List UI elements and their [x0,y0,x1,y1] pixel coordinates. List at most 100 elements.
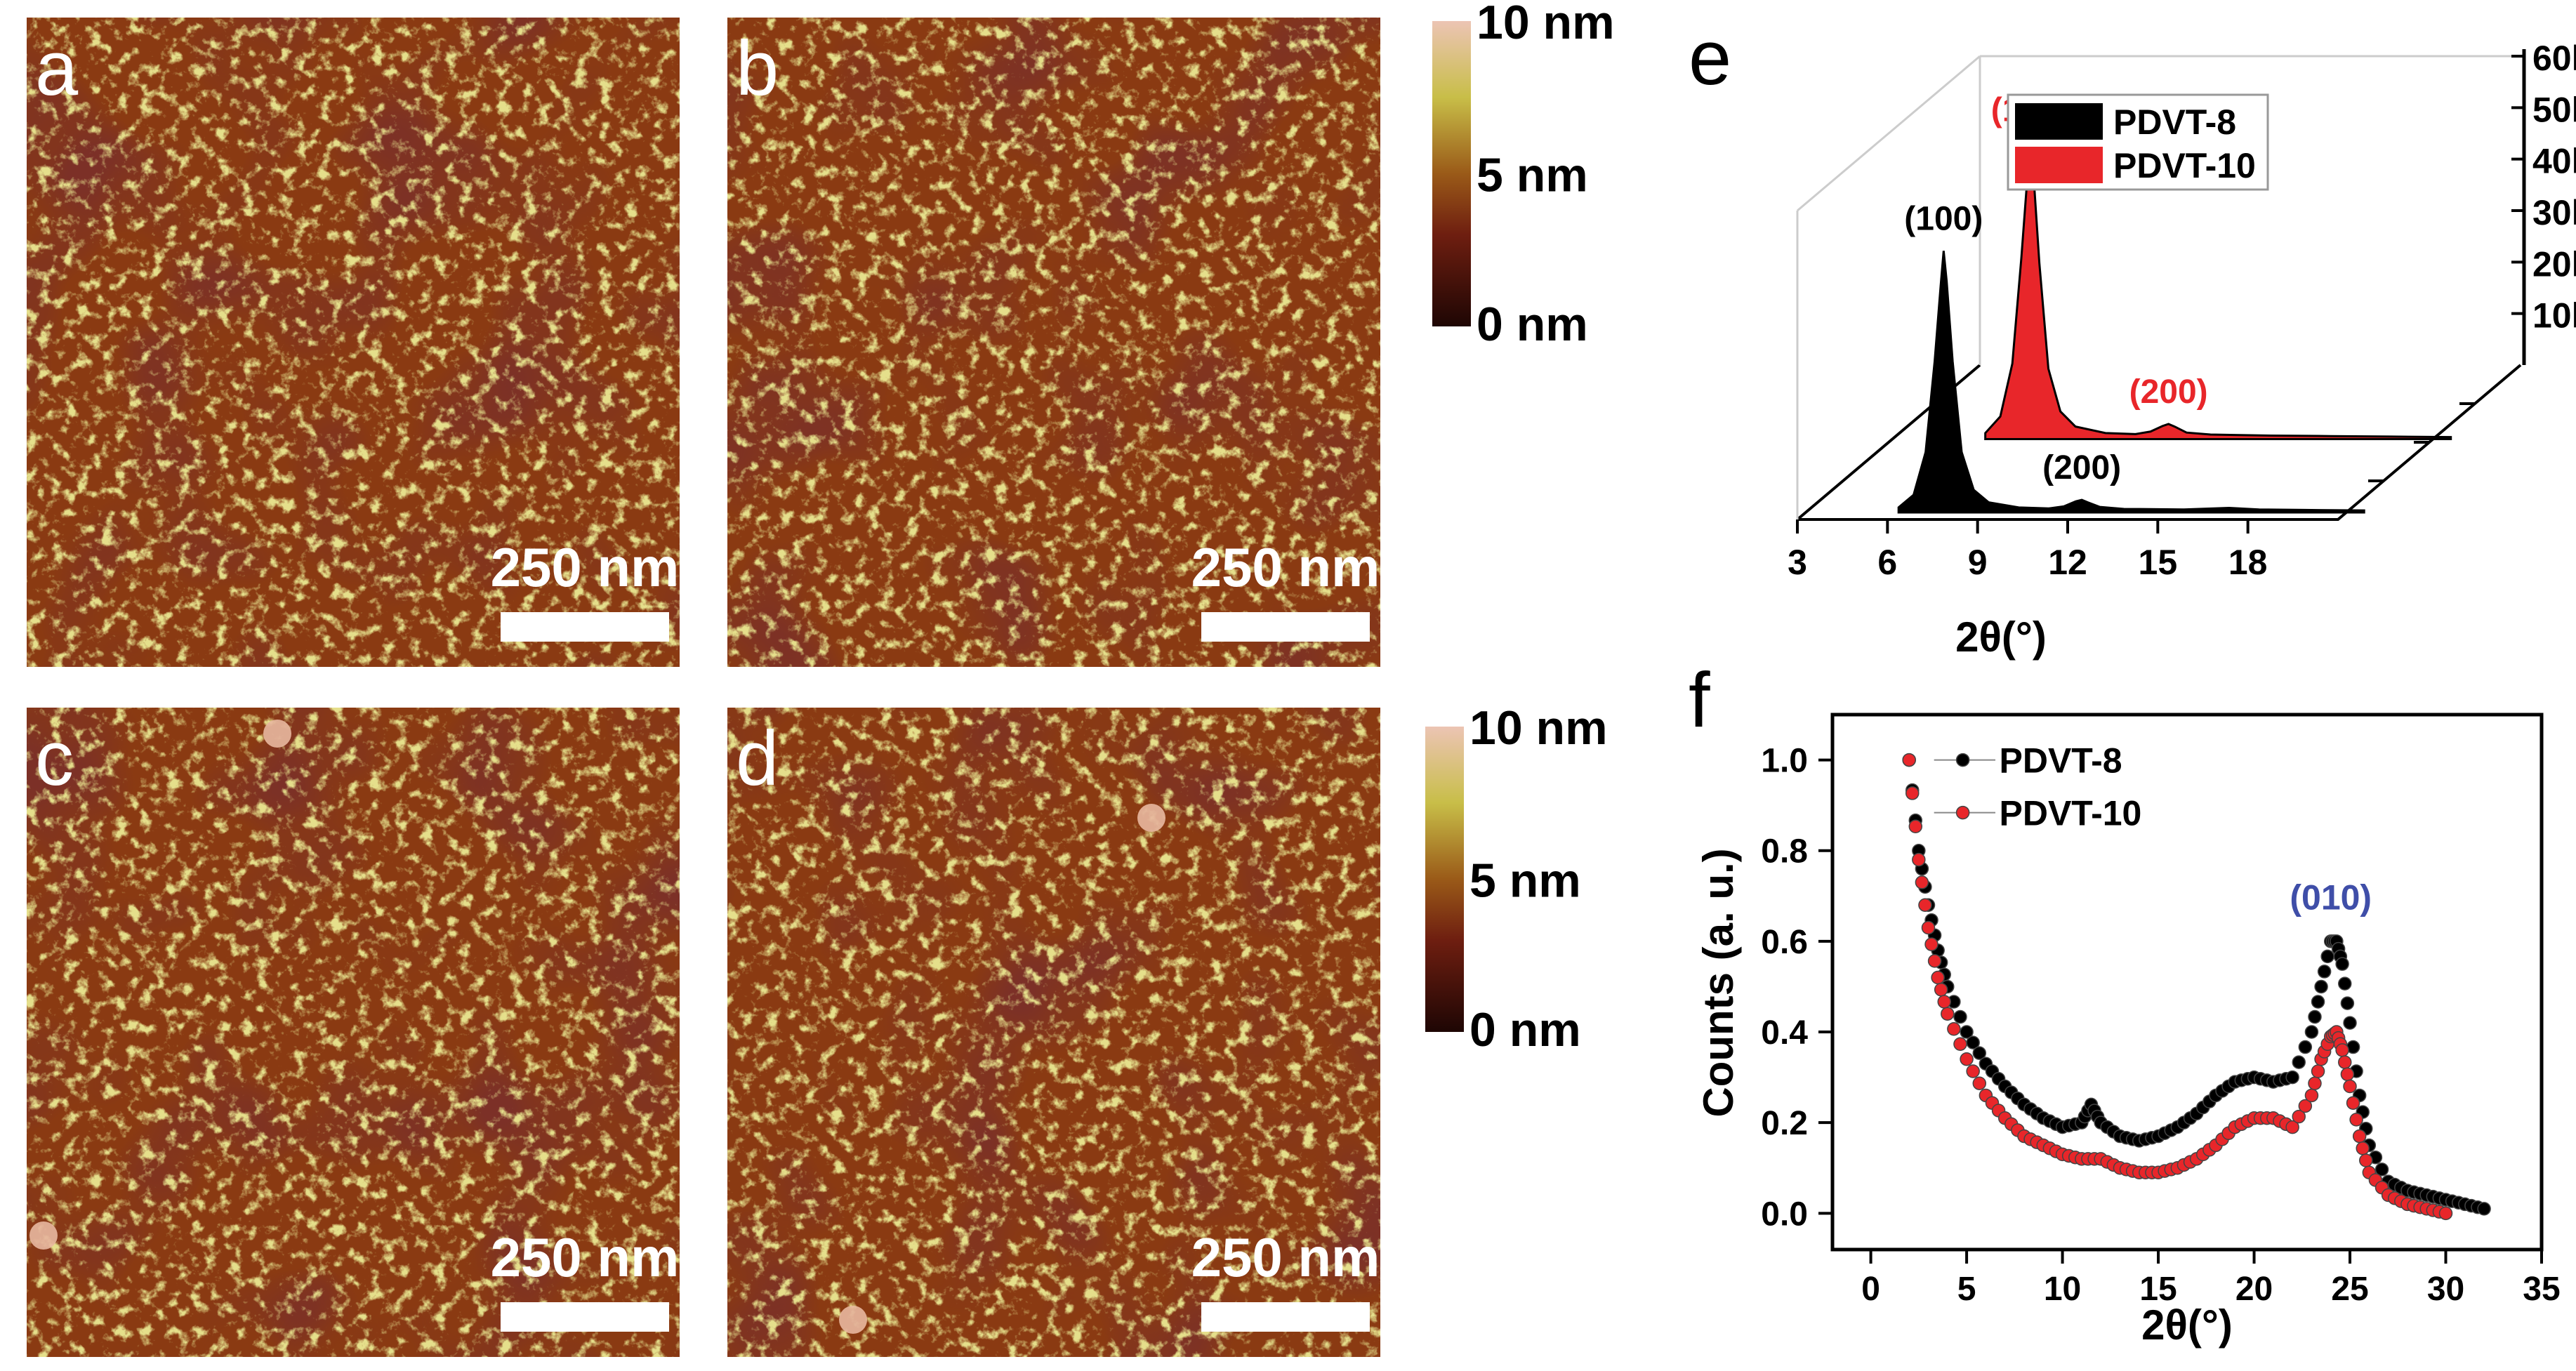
panel-e-legend-label: PDVT-8 [2113,102,2236,142]
afm-panel-c: c 250 nm [27,708,680,1357]
afm-scale-bar [1201,1302,1370,1332]
panel-f-series-PDVT-8 [1902,753,2491,1216]
panel-e-z-tick-label: 10k [2532,296,2576,336]
panel-f-data-point [1953,1037,1967,1052]
panel-f-data-point [2304,1088,2319,1103]
panel-f-y-tick-label: 0.4 [1761,1014,1808,1052]
panel-f-data-point [2308,1076,2322,1090]
panel-f-x-tick-label: 15 [2139,1271,2177,1308]
panel-letter-e: e [1689,15,1731,101]
panel-f-data-point [1927,954,1942,968]
panel-e-x-tick-label: 9 [1968,543,1988,582]
afm-scale-bar [501,612,669,642]
panel-f-x-axis-label: 2θ(°) [2141,1302,2233,1349]
panel-e-z-tick-label: 40k [2532,142,2576,181]
afm-scale-bar [501,1302,669,1332]
afm-scale-label: 250 nm [491,1226,680,1288]
panel-f-y-tick-label: 0.0 [1761,1196,1808,1233]
panel-e-z-tick-label: 30k [2532,193,2576,232]
panel-f-legend-label: PDVT-10 [1999,794,2141,833]
panel-e-peak-label: (200) [2042,449,2121,486]
panel-f-data-point [2314,979,2328,994]
panel-f-data-point [1908,819,1923,834]
panel-f-series [1902,753,2491,1221]
panel-f-ticks: 0 5 10 15 20 25 30 35 0.0 0.2 0.4 0.6 0.8 1.0 [1761,743,2560,1308]
panel-f-data-point [2285,1120,2299,1134]
panel-e-z-tick-label: 20k [2532,244,2576,284]
panel-f-data-point [2311,995,2325,1009]
panel-f-data-point [2337,1055,2352,1069]
panel-e-x-tick-label: 15 [2139,543,2178,582]
afm-panel-texture [727,708,1380,1357]
colorbar-label: 5 nm [1477,149,1588,202]
panel-e-x-axis-label: 2θ(°) [1955,614,2047,661]
panel-e-x-tick-label: 18 [2228,543,2268,582]
panel-e-z-tick-label: 50k [2532,90,2576,129]
panel-f-data-point [1934,983,1948,997]
panel-e-z-tick-label: 60k [2532,39,2576,78]
panel-f-data-point [1924,937,1938,951]
panel-e-wall-top [1797,55,1981,212]
afm-panel-letter: d [736,715,779,802]
panel-f-data-point [2340,1067,2355,1082]
colorbar-gradient [1425,727,1464,1032]
panel-e-ticks: 60k 50k 40k 30k 20k 10k 3 6 9 12 15 18 [1788,39,2576,582]
panel-f-data-point [1960,1025,1974,1039]
panel-f-x-tick-label: 20 [2235,1271,2273,1308]
panel-f-plot-frame [1830,713,2544,1252]
panel-e-legend: PDVT-8 PDVT-10 [2007,93,2269,191]
colorbar-label: 10 nm [1477,0,1615,49]
panel-f-data-point [2317,965,2332,979]
afm-bright-spot [839,1306,867,1334]
panel-f-data-point [2340,996,2355,1010]
panel-e-legend-label: PDVT-10 [2113,146,2256,185]
panel-f-data-point [2308,1009,2322,1024]
panel-e-series-PDVT-8 [1897,251,2365,514]
afm-scale-label: 250 nm [491,536,680,598]
panel-f-data-point [1918,898,1932,912]
panel-f-data-point [1937,995,1951,1009]
panel-f-x-tick-label: 0 [1861,1271,1880,1308]
colorbar-2: 10 nm 5 nm 0 nm [1425,701,1608,1057]
afm-panel-letter: b [736,25,779,112]
panel-f-legend-marker [1955,805,1970,820]
panel-f-data-point [2337,976,2352,991]
panel-f-data-point [1931,970,1945,985]
colorbars: 10 nm 5 nm 0 nm 10 nm 5 nm 0 nm [1425,0,1615,1057]
colorbar-gradient [1432,21,1471,326]
panel-f-data-point [2374,1163,2389,1177]
panel-f-data-point [1960,1052,1974,1066]
afm-panel-d: d 250 nm [727,708,1380,1357]
panel-f-data-point [2304,1025,2319,1039]
panel-f-data-point [1941,1007,1955,1021]
panel-f-data-point [2335,957,2349,971]
colorbar-1: 10 nm 5 nm 0 nm [1432,0,1615,351]
afm-panel-letter: a [35,25,79,112]
panel-f-x-tick-label: 5 [1957,1271,1976,1308]
panel-f-data-point [2311,1064,2325,1078]
panel-f-data-point [2298,1099,2313,1113]
colorbar-label: 0 nm [1477,298,1588,351]
panel-f-data-point [1905,786,1920,800]
panel-f-data-point [2343,1079,2357,1094]
panel-e-peak-label: (200) [2129,373,2208,411]
afm-panel-texture [27,18,680,667]
afm-panel-a: a 250 nm [27,18,680,667]
panel-f-chart: f 0 5 10 15 20 25 30 35 0.0 0.2 0.4 0.6 0.8 1.0 PDVT-… [1689,657,2561,1349]
panel-f-y-axis-label: Counts (a. u.) [1695,848,1742,1117]
afm-panel-letter: c [35,715,74,802]
colorbar-label: 10 nm [1469,701,1608,755]
panel-f-data-point [2349,1113,2363,1127]
afm-bright-spot [263,720,291,748]
panel-f-x-tick-label: 30 [2427,1271,2464,1308]
panel-e-x-tick-label: 12 [2048,543,2087,582]
panel-f-data-point [2352,1129,2367,1144]
panel-f-data-point [1902,753,1916,767]
afm-scale-label: 250 nm [1191,1226,1380,1288]
panel-f-series-PDVT-10 [1902,753,2453,1221]
panel-f-y-tick-label: 1.0 [1761,743,1808,780]
panel-f-data-point [2477,1202,2491,1216]
panel-f-data-point [1915,875,1929,889]
afm-scale-label: 250 nm [1191,536,1380,598]
panel-f-legend-label: PDVT-8 [1999,741,2122,781]
